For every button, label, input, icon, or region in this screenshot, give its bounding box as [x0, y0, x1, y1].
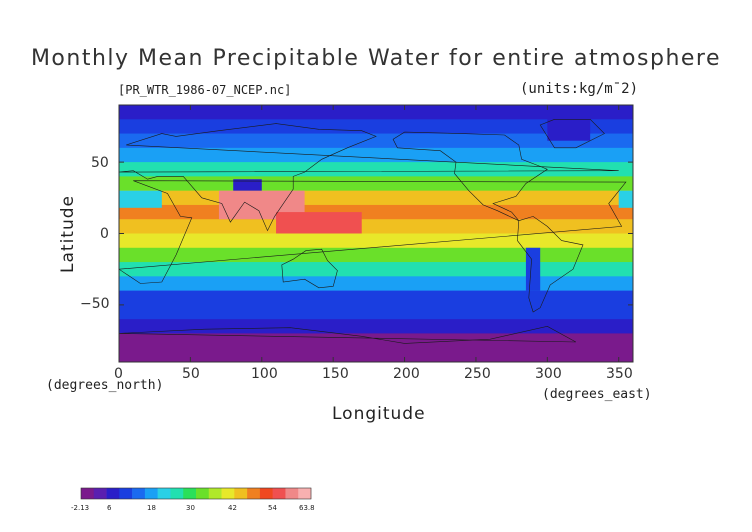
colorbar-swatch [119, 488, 133, 499]
x-tick-label: 350 [606, 366, 633, 382]
colorbar-tick-label: -2.13 [71, 504, 90, 512]
chart-title: Monthly Mean Precipitable Water for enti… [30, 46, 722, 71]
colorbar-swatch [259, 488, 273, 499]
x-tick-label: 0 [114, 366, 123, 382]
zonal-band [119, 262, 633, 277]
colorbar-swatch [196, 488, 210, 499]
zonal-band [119, 147, 633, 163]
x-tick-label: 100 [251, 366, 278, 382]
colorbar-swatch [81, 488, 95, 499]
y-tick-label: 0 [100, 226, 109, 242]
x-tick-label: 150 [322, 366, 349, 382]
coastline [281, 248, 338, 289]
feature-region [525, 247, 541, 291]
colorbar-swatch [157, 488, 171, 499]
colorbar-swatch [285, 488, 299, 499]
y-tick-label: 50 [91, 155, 109, 171]
zonal-band [119, 219, 633, 234]
y-tick-label: −50 [80, 296, 110, 312]
coastline [119, 123, 619, 232]
x-tick-label: 300 [535, 366, 562, 382]
colorbar-tick-label: 42 [228, 504, 237, 512]
colorbar-tick-label: 54 [268, 504, 277, 512]
feature-region [276, 212, 362, 234]
colorbar-swatch [272, 488, 286, 499]
colorbar-frame [80, 487, 312, 500]
coastline [119, 180, 627, 284]
zonal-band [119, 276, 633, 292]
zonal-band [119, 162, 633, 177]
feature-region [119, 333, 633, 362]
coastline [119, 325, 577, 344]
colorbar-swatch [144, 488, 158, 499]
colorbar-tick-label: 18 [147, 504, 156, 512]
x-tick-label: 200 [393, 366, 420, 382]
zonal-band [119, 319, 633, 334]
zonal-band [119, 119, 633, 135]
zonal-band [119, 133, 633, 149]
zonal-band [119, 204, 633, 220]
colorbar-tick-label: 6 [107, 504, 112, 512]
colorbar-tick-label: 30 [186, 504, 195, 512]
colorbar-swatch [93, 488, 107, 499]
colorbar-swatch [298, 488, 312, 499]
zonal-band [119, 233, 633, 249]
feature-region [547, 119, 591, 141]
zonal-band [119, 290, 633, 306]
colorbar-swatch [247, 488, 261, 499]
x-axis-label: Longitude [332, 404, 426, 424]
feature-region [618, 190, 633, 208]
zonal-band [119, 247, 633, 263]
zonal-band [119, 190, 633, 206]
colorbar-tick-label: 63.8 [299, 504, 315, 512]
colorbar-swatch [208, 488, 222, 499]
x-tick-label: 250 [464, 366, 491, 382]
feature-region [119, 190, 162, 208]
coastline [392, 131, 548, 221]
colorbar-swatch [170, 488, 184, 499]
x-tick-label: 50 [182, 366, 200, 382]
zonal-band [119, 304, 633, 320]
y-axis-unit: (degrees_north) [46, 378, 164, 393]
colorbar-swatch [106, 488, 120, 499]
colorbar-swatch [132, 488, 146, 499]
coastline [539, 119, 605, 149]
coastline [517, 216, 584, 313]
colorbar-swatch [183, 488, 197, 499]
colorbar-swatch [234, 488, 248, 499]
file-name-label: [PR_WTR_1986-07_NCEP.nc] [118, 83, 292, 97]
units-label: (units:kg/m¯2) [520, 81, 639, 97]
zonal-band [119, 105, 633, 120]
x-axis-unit: (degrees_east) [542, 387, 652, 402]
feature-region [233, 179, 262, 191]
colorbar-swatch [221, 488, 235, 499]
zonal-band [119, 176, 633, 192]
